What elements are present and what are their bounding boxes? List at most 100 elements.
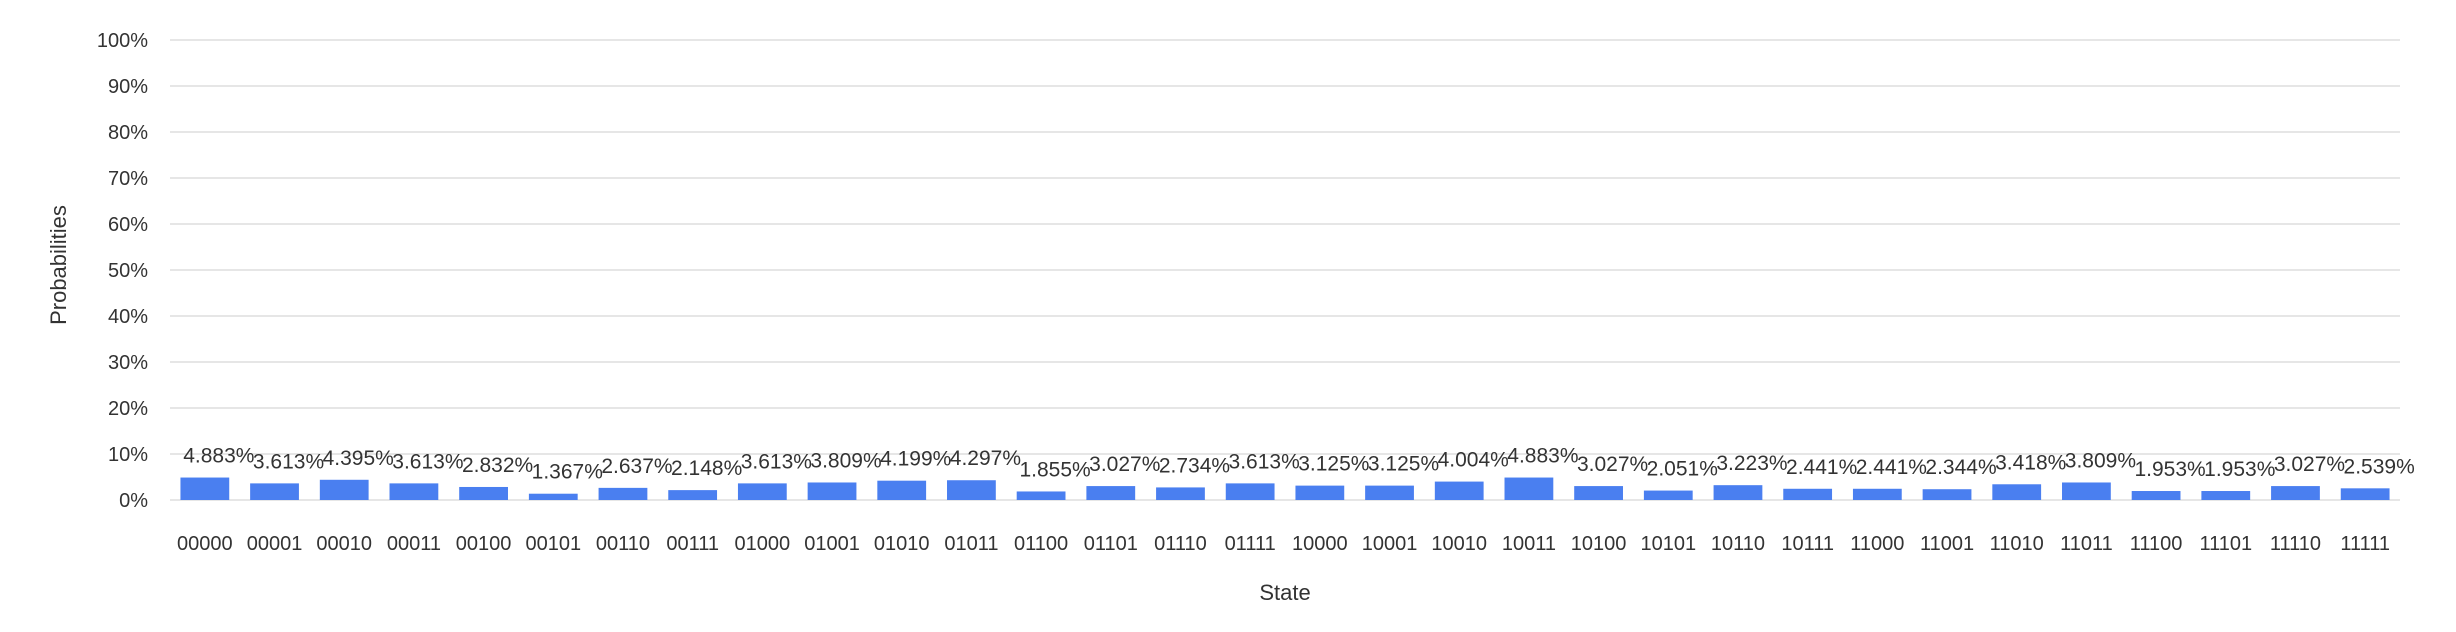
bar [1434,481,1484,500]
bar [2201,491,2251,500]
x-tick-label: 00100 [456,533,512,555]
bar [1295,485,1345,500]
bar [2340,488,2390,500]
data-label: 3.613% [741,450,812,473]
y-tick-label: 0% [119,490,148,512]
y-tick-label: 10% [108,444,148,466]
data-label: 3.027% [2274,453,2345,476]
grid-lines [170,39,2400,501]
x-tick-label: 11101 [2199,533,2252,555]
data-label: 2.148% [671,457,742,480]
x-tick-label: 11010 [1990,533,2044,555]
x-tick-label: 00011 [387,533,441,555]
y-tick-label: 100% [97,30,148,52]
data-label: 2.441% [1856,456,1927,479]
bar [1922,489,1972,500]
bar [598,487,648,500]
data-label: 3.613% [253,450,324,473]
bar [877,480,927,500]
x-tick-label: 11110 [2270,533,2321,555]
y-tick-label: 60% [108,214,148,236]
bar [1365,485,1414,500]
x-tick-label: 01010 [874,533,930,555]
bar [1992,484,2042,500]
data-label: 3.027% [1577,453,1648,476]
bar [668,490,718,500]
bar [1574,486,1623,500]
x-tick-label: 11011 [2060,533,2113,555]
bar [180,477,230,500]
x-tick-label: 00110 [596,533,650,555]
x-axis-ticks: 00000 00001 00010 00011 00100 00101 00110 00111… [177,533,2390,555]
data-label: 1.953% [2204,458,2275,481]
x-tick-label: 10010 [1431,533,1487,555]
data-label: 2.734% [1159,454,1230,477]
bar [1783,488,1833,500]
bar [1225,483,1275,500]
y-tick-label: 50% [108,260,148,282]
x-tick-label: 00001 [247,533,303,555]
x-tick-label: 00010 [316,533,372,555]
x-tick-label: 10111 [1781,533,1834,555]
y-tick-label: 90% [108,76,148,98]
data-label: 2.344% [1925,456,1996,479]
data-label: 3.809% [2065,449,2136,472]
bar [1156,487,1205,500]
bar [319,479,369,500]
x-tick-label: 00000 [177,533,233,555]
x-tick-label: 11111 [2340,533,2390,555]
data-label: 3.125% [1298,453,1369,476]
data-label: 3.613% [392,450,463,473]
x-tick-label: 11000 [1850,533,1904,555]
bar [2131,491,2181,500]
data-label: 4.395% [323,447,394,470]
y-tick-label: 70% [108,168,148,190]
bar [807,482,857,500]
y-axis-ticks: 0% 10% 20% 30% 40% 50% 60% 70% 80% 90% 100% [97,30,148,512]
x-tick-label: 01011 [944,533,998,555]
data-label: 4.883% [183,445,254,468]
x-tick-label: 01001 [804,533,860,555]
data-label: 3.027% [1089,453,1160,476]
x-tick-label: 00111 [666,533,719,555]
bar [1643,490,1693,500]
data-label: 2.539% [2344,455,2415,478]
x-tick-label: 10100 [1571,533,1627,555]
x-tick-label: 01000 [735,533,791,555]
bar [1852,488,1902,500]
x-tick-label: 10110 [1711,533,1765,555]
bar [2271,486,2320,500]
data-label: 2.832% [462,454,533,477]
y-axis-title: Probabilities [46,205,71,325]
data-label: 1.953% [2134,458,2205,481]
x-tick-label: 01101 [1084,533,1138,555]
x-tick-label: 10011 [1502,533,1556,555]
data-label: 3.418% [1995,451,2066,474]
bar [2062,482,2111,500]
y-tick-label: 80% [108,122,148,144]
x-tick-label: 10000 [1292,533,1348,555]
bar [459,486,508,500]
y-tick-label: 20% [108,398,148,420]
x-tick-label: 11100 [2130,533,2183,555]
data-label: 4.883% [1507,445,1578,468]
bar [1504,477,1554,500]
data-label: 2.441% [1786,456,1857,479]
x-tick-label: 01111 [1225,533,1276,555]
data-label: 2.051% [1647,458,1718,481]
x-tick-label: 10001 [1362,533,1418,555]
y-tick-label: 30% [108,352,148,374]
x-tick-label: 11001 [1920,533,1974,555]
bar [1016,491,1066,500]
bar [737,483,787,500]
x-tick-label: 10101 [1640,533,1696,555]
data-label: 2.637% [601,455,672,478]
x-axis-title: State [1259,580,1310,605]
y-tick-label: 40% [108,306,148,328]
bar [250,483,299,500]
bar [389,483,439,500]
data-label: 3.125% [1368,453,1439,476]
x-tick-label: 00101 [525,533,581,555]
data-label: 1.367% [532,461,603,484]
data-labels: 4.883%3.613%4.395%3.613%2.832%1.367%2.63… [183,445,2415,484]
